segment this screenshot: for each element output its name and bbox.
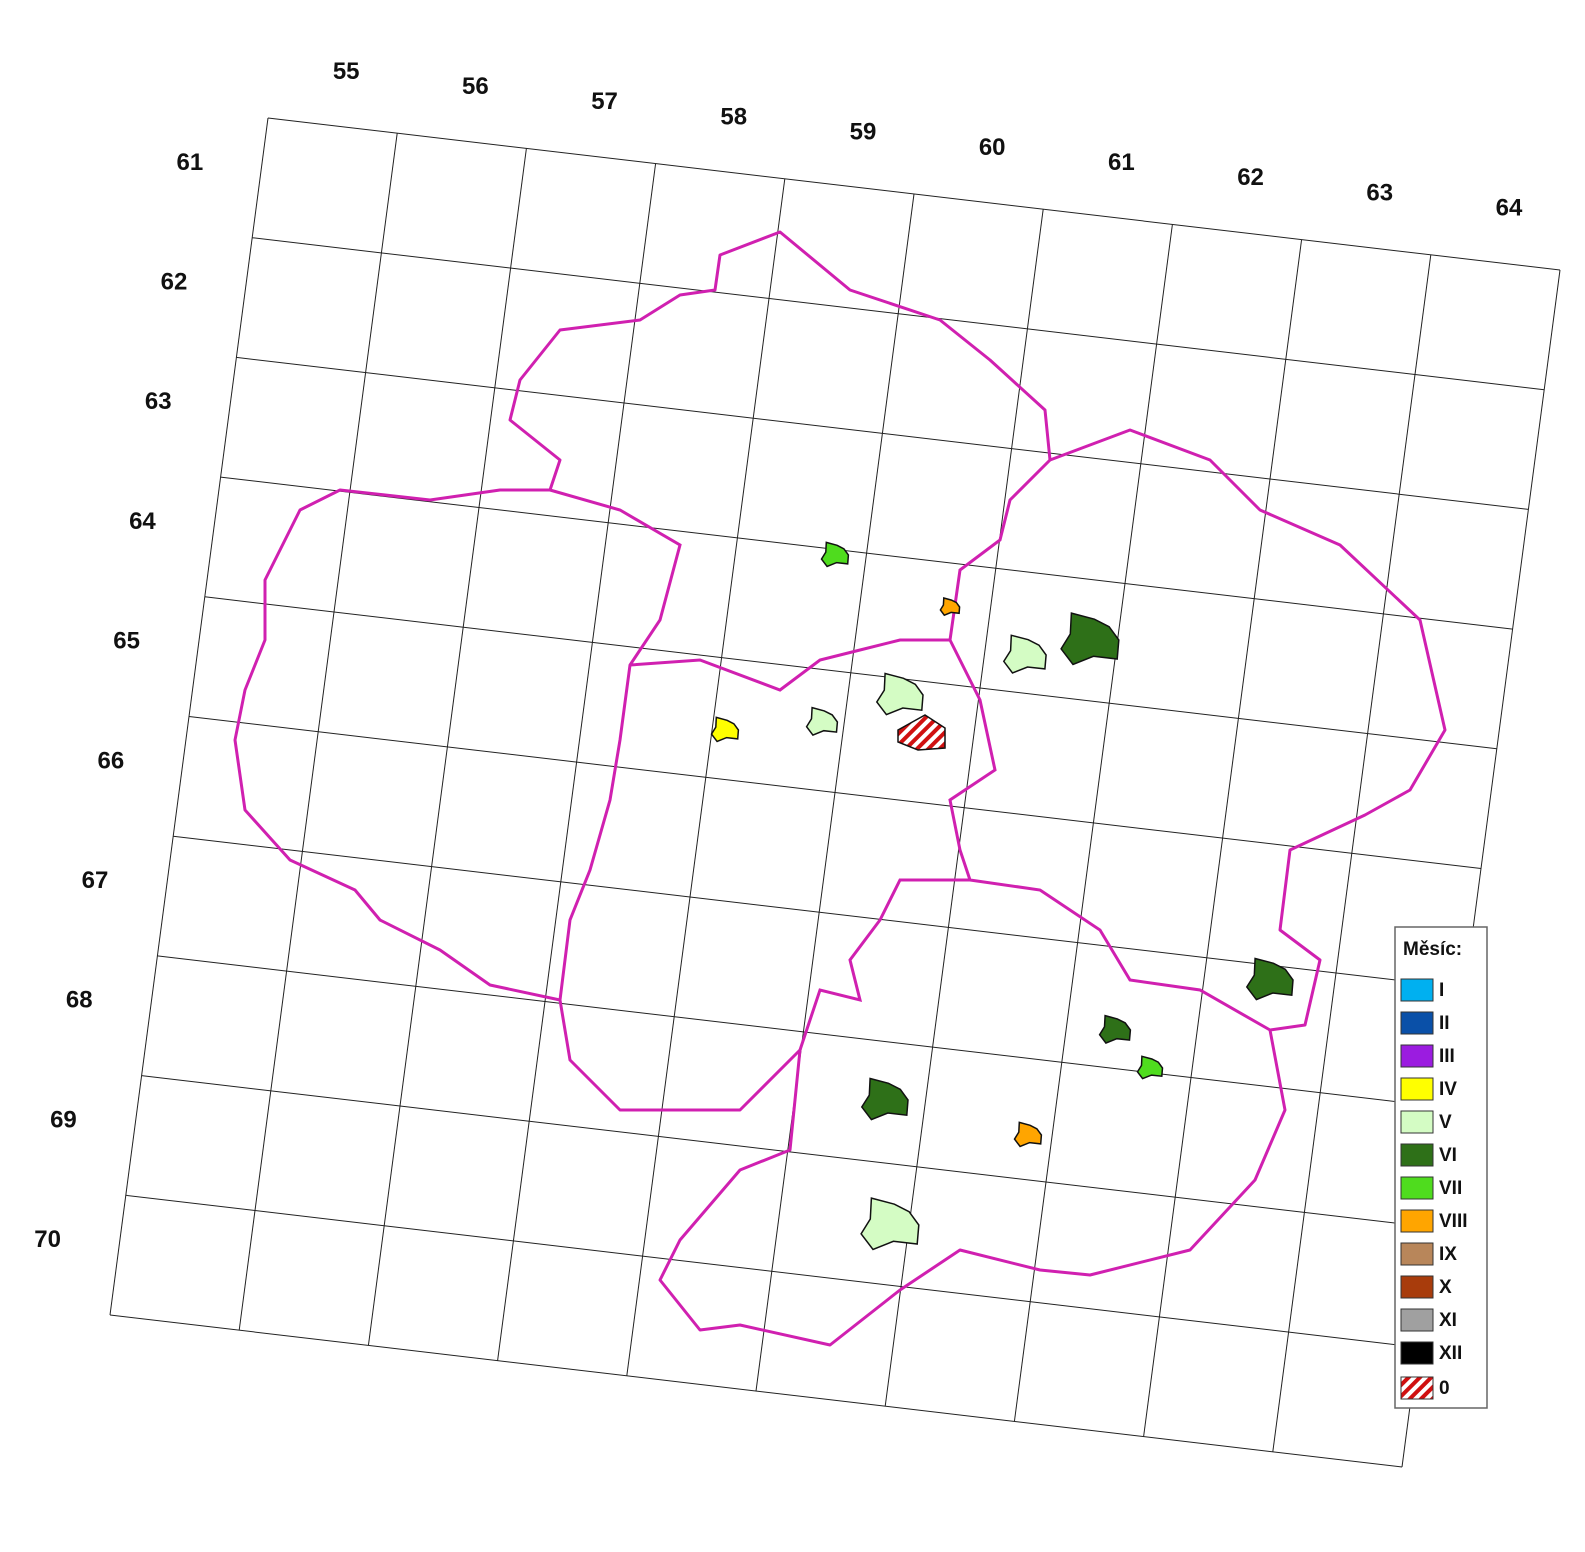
legend-swatch — [1400, 1011, 1434, 1035]
grid — [109, 117, 1561, 1468]
legend-label: VIII — [1439, 1211, 1468, 1232]
legend-label: IV — [1439, 1079, 1457, 1100]
row-label: 66 — [97, 747, 124, 774]
district-border — [549, 488, 682, 1001]
grid-line — [267, 117, 1561, 271]
occurrence-patch — [710, 716, 740, 743]
grid-line — [109, 1314, 1403, 1468]
column-label: 62 — [1237, 164, 1264, 191]
occurrence-patch — [939, 597, 961, 617]
occurrence-patch — [1060, 612, 1120, 666]
grid-line — [220, 476, 1513, 630]
occurrence-patch — [875, 672, 924, 716]
column-label: 56 — [462, 73, 489, 100]
column-label: 59 — [850, 119, 877, 146]
column-label: 64 — [1496, 195, 1523, 222]
legend-swatch — [1400, 978, 1434, 1002]
column-label: 60 — [979, 134, 1006, 161]
row-label: 70 — [34, 1226, 61, 1253]
occurrence-patch — [1136, 1055, 1164, 1080]
legend-swatch — [1400, 1143, 1434, 1167]
column-label: 61 — [1108, 149, 1135, 176]
column-label: 63 — [1366, 179, 1393, 206]
column-label: 58 — [720, 103, 747, 130]
legend-title: Měsíc: — [1403, 939, 1462, 960]
grid-line — [252, 237, 1545, 391]
column-label: 55 — [333, 58, 360, 85]
regions — [233, 230, 1447, 1347]
occurrence-patch — [897, 714, 946, 751]
occurrence-patch — [1002, 634, 1047, 674]
legend-label: I — [1439, 980, 1444, 1001]
row-label: 63 — [145, 388, 172, 415]
occurrence-patch — [820, 541, 850, 568]
legend-label: XII — [1439, 1343, 1462, 1364]
legend-swatch — [1400, 1341, 1434, 1365]
legend-swatch — [1400, 1308, 1434, 1332]
district-border — [629, 458, 1052, 692]
row-label: 68 — [66, 987, 93, 1014]
legend-swatch — [1400, 1242, 1434, 1266]
row-label: 67 — [82, 867, 109, 894]
grid-line — [236, 356, 1529, 510]
row-label: 69 — [50, 1106, 77, 1133]
legend-label: III — [1439, 1046, 1455, 1067]
legend-label: V — [1439, 1112, 1452, 1133]
grid-line — [157, 955, 1450, 1109]
legend-swatch — [1400, 1275, 1434, 1299]
legend-label: VI — [1439, 1145, 1457, 1166]
legend-swatch — [1400, 1209, 1434, 1233]
legend-label: II — [1439, 1013, 1450, 1034]
row-label: 62 — [161, 269, 188, 296]
occurrence-patch — [1098, 1014, 1132, 1045]
row-label: 65 — [113, 628, 140, 655]
legend-label: X — [1439, 1277, 1452, 1298]
patches — [710, 541, 1294, 1251]
legend-swatch — [1400, 1044, 1434, 1068]
row-label: 61 — [176, 149, 203, 176]
grid-line — [204, 596, 1497, 750]
grid-line — [125, 1194, 1418, 1348]
grid-labels: 55 56 57 58 59 60 61 62 63 64 61 62 63 64 65 66 67 68 69 70 — [34, 58, 1523, 1253]
occurrence-patch — [860, 1197, 920, 1251]
legend-swatch — [1400, 1110, 1434, 1134]
legend-swatch — [1400, 1176, 1434, 1200]
grid-line — [173, 835, 1466, 989]
district-border — [798, 878, 970, 1051]
region-outline — [233, 230, 1447, 1347]
legend-label: 0 — [1439, 1378, 1450, 1399]
row-label: 64 — [129, 508, 156, 535]
legend-swatch — [1400, 1376, 1434, 1400]
occurrence-patch — [805, 706, 839, 737]
legend-label: IX — [1439, 1244, 1457, 1265]
occurrence-patch — [1013, 1121, 1043, 1148]
grid-line — [188, 716, 1482, 869]
legend-label: XI — [1439, 1310, 1457, 1331]
column-label: 57 — [591, 88, 618, 115]
occurrence-patch — [1245, 957, 1294, 1001]
legend-swatch — [1400, 1077, 1434, 1101]
legend-label: VII — [1439, 1178, 1462, 1199]
occurrence-patch — [860, 1077, 909, 1121]
